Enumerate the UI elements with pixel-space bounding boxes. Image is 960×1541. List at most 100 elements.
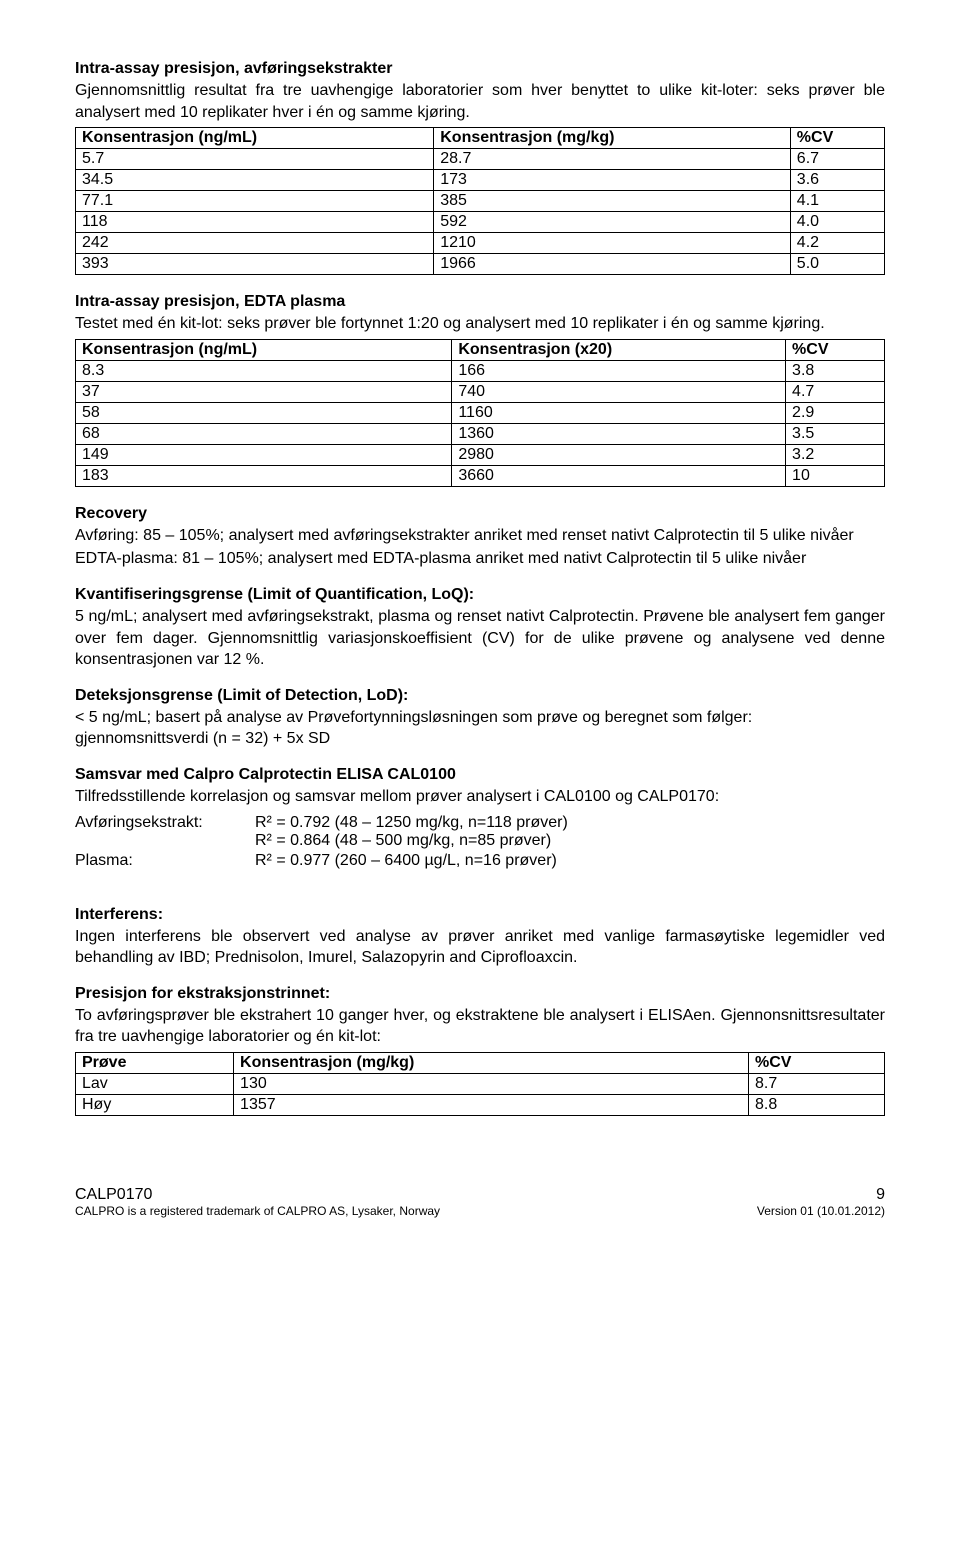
col-header: %CV <box>748 1052 884 1073</box>
footer-left: CALP0170 CALPRO is a registered trademar… <box>75 1186 440 1218</box>
loq-heading: Kvantifiseringsgrense (Limit of Quantifi… <box>75 586 885 604</box>
samsvar-label: Plasma: <box>75 852 255 870</box>
cell: 1210 <box>434 233 791 254</box>
table-row: 6813603.5 <box>76 423 885 444</box>
intra-assay-avf-desc: Gjennomsnittlig resultat fra tre uavheng… <box>75 80 885 123</box>
table-header-row: Konsentrasjon (ng/mL) Konsentrasjon (mg/… <box>76 128 885 149</box>
table-row: 39319665.0 <box>76 254 885 275</box>
table-row: 183366010 <box>76 465 885 486</box>
samsvar-val: R² = 0.977 (260 – 6400 µg/L, n=16 prøver… <box>255 852 885 870</box>
presisjon-desc: To avføringsprøver ble ekstrahert 10 gan… <box>75 1005 885 1048</box>
cell: 2980 <box>452 444 786 465</box>
footer-trademark: CALPRO is a registered trademark of CALP… <box>75 1204 440 1218</box>
cell: 4.7 <box>786 381 885 402</box>
cell: 6.7 <box>790 149 884 170</box>
cell: 118 <box>76 212 434 233</box>
cell: 183 <box>76 465 452 486</box>
cell: 58 <box>76 402 452 423</box>
recovery-section: Recovery Avføring: 85 – 105%; analysert … <box>75 505 885 570</box>
samsvar-val: R² = 0.864 (48 – 500 mg/kg, n=85 prøver) <box>255 832 885 850</box>
cell: 385 <box>434 191 791 212</box>
cell: 37 <box>76 381 452 402</box>
cell: 5.7 <box>76 149 434 170</box>
cell: 130 <box>234 1073 749 1094</box>
footer-code: CALP0170 <box>75 1186 440 1204</box>
cell: 10 <box>786 465 885 486</box>
cell: 4.0 <box>790 212 884 233</box>
cell: 77.1 <box>76 191 434 212</box>
samsvar-section: Samsvar med Calpro Calprotectin ELISA CA… <box>75 766 885 870</box>
cell: 4.2 <box>790 233 884 254</box>
cell: 173 <box>434 170 791 191</box>
table-row: 5.728.76.7 <box>76 149 885 170</box>
intra-assay-avf-heading: Intra-assay presisjon, avføringsekstrakt… <box>75 60 885 78</box>
cell: 3.2 <box>786 444 885 465</box>
cell: 8.7 <box>748 1073 884 1094</box>
cell: 68 <box>76 423 452 444</box>
samsvar-vals: R² = 0.977 (260 – 6400 µg/L, n=16 prøver… <box>255 852 885 870</box>
cell: 166 <box>452 360 786 381</box>
cell: 1966 <box>434 254 791 275</box>
recovery-heading: Recovery <box>75 505 885 523</box>
samsvar-val: R² = 0.792 (48 – 1250 mg/kg, n=118 prøve… <box>255 814 885 832</box>
table-row: 377404.7 <box>76 381 885 402</box>
table-row: 24212104.2 <box>76 233 885 254</box>
intra-assay-edta-heading: Intra-assay presisjon, EDTA plasma <box>75 293 885 311</box>
intra-assay-edta-section: Intra-assay presisjon, EDTA plasma Teste… <box>75 293 885 487</box>
samsvar-desc: Tilfredsstillende korrelasjon og samsvar… <box>75 786 885 808</box>
lod-section: Deteksjonsgrense (Limit of Detection, Lo… <box>75 687 885 750</box>
presisjon-heading: Presisjon for ekstraksjonstrinnet: <box>75 985 885 1003</box>
cell: 592 <box>434 212 791 233</box>
footer-version: Version 01 (10.01.2012) <box>757 1204 885 1218</box>
cell: 1360 <box>452 423 786 444</box>
table-row: 14929803.2 <box>76 444 885 465</box>
table-row: 8.31663.8 <box>76 360 885 381</box>
col-header: %CV <box>786 339 885 360</box>
intra-assay-avf-table: Konsentrasjon (ng/mL) Konsentrasjon (mg/… <box>75 127 885 275</box>
table-row: 1185924.0 <box>76 212 885 233</box>
table-row: Høy13578.8 <box>76 1094 885 1115</box>
cell: 1357 <box>234 1094 749 1115</box>
lod-heading: Deteksjonsgrense (Limit of Detection, Lo… <box>75 687 885 705</box>
samsvar-vals: R² = 0.792 (48 – 1250 mg/kg, n=118 prøve… <box>255 814 885 850</box>
cell: 3.8 <box>786 360 885 381</box>
table-row: 77.13854.1 <box>76 191 885 212</box>
cell: 4.1 <box>790 191 884 212</box>
loq-section: Kvantifiseringsgrense (Limit of Quantifi… <box>75 586 885 671</box>
table-header-row: Konsentrasjon (ng/mL) Konsentrasjon (x20… <box>76 339 885 360</box>
cell: 1160 <box>452 402 786 423</box>
recovery-line2: EDTA-plasma: 81 – 105%; analysert med ED… <box>75 548 885 570</box>
interferens-text: Ingen interferens ble observert ved anal… <box>75 926 885 969</box>
samsvar-row: Avføringsekstrakt: R² = 0.792 (48 – 1250… <box>75 814 885 850</box>
cell: 242 <box>76 233 434 254</box>
loq-text: 5 ng/mL; analysert med avføringsekstrakt… <box>75 606 885 671</box>
col-header: Konsentrasjon (ng/mL) <box>76 128 434 149</box>
lod-line1: < 5 ng/mL; basert på analyse av Prøvefor… <box>75 707 885 729</box>
cell: 34.5 <box>76 170 434 191</box>
cell: 740 <box>452 381 786 402</box>
presisjon-table: Prøve Konsentrasjon (mg/kg) %CV Lav1308.… <box>75 1052 885 1116</box>
cell: 2.9 <box>786 402 885 423</box>
col-header: Konsentrasjon (mg/kg) <box>234 1052 749 1073</box>
cell: 28.7 <box>434 149 791 170</box>
col-header: Konsentrasjon (x20) <box>452 339 786 360</box>
cell: 8.8 <box>748 1094 884 1115</box>
intra-assay-edta-table: Konsentrasjon (ng/mL) Konsentrasjon (x20… <box>75 339 885 487</box>
col-header: Konsentrasjon (ng/mL) <box>76 339 452 360</box>
cell: 149 <box>76 444 452 465</box>
recovery-line1: Avføring: 85 – 105%; analysert med avfør… <box>75 525 885 547</box>
interferens-heading: Interferens: <box>75 906 885 924</box>
table-row: 5811602.9 <box>76 402 885 423</box>
table-row: Lav1308.7 <box>76 1073 885 1094</box>
col-header: %CV <box>790 128 884 149</box>
samsvar-heading: Samsvar med Calpro Calprotectin ELISA CA… <box>75 766 885 784</box>
presisjon-section: Presisjon for ekstraksjonstrinnet: To av… <box>75 985 885 1116</box>
footer-page: 9 <box>757 1186 885 1204</box>
intra-assay-edta-desc: Testet med én kit-lot: seks prøver ble f… <box>75 313 885 335</box>
footer-right: 9 Version 01 (10.01.2012) <box>757 1186 885 1218</box>
cell: 393 <box>76 254 434 275</box>
cell: 3.6 <box>790 170 884 191</box>
cell: 8.3 <box>76 360 452 381</box>
samsvar-label: Avføringsekstrakt: <box>75 814 255 850</box>
cell: Høy <box>76 1094 234 1115</box>
